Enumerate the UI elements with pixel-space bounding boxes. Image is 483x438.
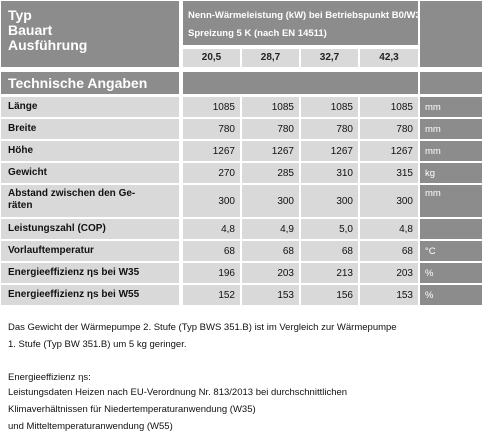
- ausfuehrung-label: Ausführung: [8, 37, 88, 53]
- section-title: Technische Angaben: [1, 72, 179, 94]
- row-value-4: 68: [360, 241, 418, 261]
- power-column-2: 28,7: [242, 49, 299, 67]
- table-row: Vorlauftemperatur 68 68 68 68 °C: [1, 241, 482, 261]
- row-value-1: 1267: [183, 141, 240, 161]
- row-value-3: 213: [301, 263, 358, 283]
- row-value-2: 285: [242, 163, 299, 183]
- weight-note-line-1: Das Gewicht der Wärmepumpe 2. Stufe (Typ…: [8, 322, 397, 333]
- row-value-1: 300: [183, 185, 240, 217]
- row-unit: [420, 219, 482, 239]
- row-value-1: 152: [183, 285, 240, 305]
- row-unit: mm: [420, 97, 482, 117]
- row-value-4: 1085: [360, 97, 418, 117]
- row-value-3: 780: [301, 119, 358, 139]
- row-value-4: 780: [360, 119, 418, 139]
- row-unit: kg: [420, 163, 482, 183]
- row-value-1: 196: [183, 263, 240, 283]
- row-value-4: 4,8: [360, 219, 418, 239]
- row-value-3: 156: [301, 285, 358, 305]
- row-value-1: 68: [183, 241, 240, 261]
- table-row: Gewicht 270 285 310 315 kg: [1, 163, 482, 183]
- table-header: Typ Bauart Ausführung Nenn-Wärmeleistung…: [1, 1, 482, 67]
- row-label: Gewicht: [1, 163, 179, 183]
- row-value-4: 203: [360, 263, 418, 283]
- row-label: Energieeffizienz ηs bei W55: [1, 285, 179, 305]
- row-value-2: 300: [242, 185, 299, 217]
- row-value-4: 153: [360, 285, 418, 305]
- row-value-2: 4,9: [242, 219, 299, 239]
- row-unit: °C: [420, 241, 482, 261]
- efficiency-note-line-3: und Mitteltemperaturanwendung (W55): [8, 421, 173, 432]
- row-value-2: 1085: [242, 97, 299, 117]
- type-header-cell: Typ Bauart Ausführung: [1, 1, 179, 67]
- row-label: Vorlauftemperatur: [1, 241, 179, 261]
- efficiency-note-title: Energieeffizienz ηs:: [8, 372, 91, 383]
- row-value-3: 68: [301, 241, 358, 261]
- row-label: Abstand zwischen den Ge- räten: [1, 185, 179, 217]
- section-bar-right: [420, 72, 482, 94]
- bauart-label: Bauart: [8, 22, 53, 38]
- power-column-3: 32,7: [301, 49, 358, 67]
- row-label: Leistungszahl (COP): [1, 219, 179, 239]
- table-row: Leistungszahl (COP) 4,8 4,9 5,0 4,8: [1, 219, 482, 239]
- nominal-heat-output-title: Nenn-Wärmeleistung (kW) bei Betriebspunk…: [188, 10, 427, 21]
- table-row: Abstand zwischen den Ge- räten 300 300 300 3…: [1, 185, 482, 217]
- row-value-2: 1267: [242, 141, 299, 161]
- nominal-heat-output-header: Nenn-Wärmeleistung (kW) bei Betriebspunk…: [183, 1, 427, 45]
- row-value-4: 1267: [360, 141, 418, 161]
- table-row: Energieeffizienz ηs bei W35 196 203 213 203%: [1, 263, 482, 283]
- row-label: Länge: [1, 97, 179, 117]
- row-value-2: 780: [242, 119, 299, 139]
- row-value-3: 300: [301, 185, 358, 217]
- row-value-3: 5,0: [301, 219, 358, 239]
- unit-header-cell: [420, 1, 482, 67]
- row-label: Höhe: [1, 141, 179, 161]
- row-value-2: 153: [242, 285, 299, 305]
- row-label: Energieeffizienz ηs bei W35: [1, 263, 179, 283]
- table-row: Höhe 1267 1267 1267 1267 mm: [1, 141, 482, 161]
- power-column-1: 20,5: [183, 49, 240, 67]
- row-unit: %: [420, 263, 482, 283]
- row-value-2: 68: [242, 241, 299, 261]
- row-value-1: 1085: [183, 97, 240, 117]
- row-value-4: 315: [360, 163, 418, 183]
- row-value-4: 300: [360, 185, 418, 217]
- row-value-3: 310: [301, 163, 358, 183]
- section-bar-middle: [183, 72, 418, 94]
- row-value-1: 780: [183, 119, 240, 139]
- row-value-3: 1267: [301, 141, 358, 161]
- power-columns: 20,5 28,7 32,7 42,3: [183, 49, 418, 67]
- table-row: Länge 1085 1085 1085 1085 mm: [1, 97, 482, 117]
- row-unit: mm: [420, 185, 482, 217]
- row-unit: mm: [420, 141, 482, 161]
- row-unit: %: [420, 285, 482, 305]
- weight-note-line-2: 1. Stufe (Typ BW 351.B) um 5 kg geringer…: [8, 339, 187, 350]
- efficiency-note-line-2: Klimaverhältnissen für Niedertemperatura…: [8, 404, 256, 415]
- power-column-4: 42,3: [360, 49, 418, 67]
- table-row: Breite 780 780 780 780 mm: [1, 119, 482, 139]
- efficiency-note-line-1: Leistungsdaten Heizen nach EU-Verordnung…: [8, 387, 348, 398]
- table-row: Energieeffizienz ηs bei W55 152 153 156 153%: [1, 285, 482, 305]
- row-value-1: 4,8: [183, 219, 240, 239]
- row-value-1: 270: [183, 163, 240, 183]
- section-header: Technische Angaben: [1, 72, 482, 94]
- spread-subtitle: Spreizung 5 K (nach EN 14511): [188, 28, 327, 39]
- technical-data-table: Typ Bauart Ausführung Nenn-Wärmeleistung…: [1, 1, 482, 305]
- row-unit: mm: [420, 119, 482, 139]
- row-value-3: 1085: [301, 97, 358, 117]
- row-value-2: 203: [242, 263, 299, 283]
- type-label: Typ: [8, 7, 32, 23]
- row-label: Breite: [1, 119, 179, 139]
